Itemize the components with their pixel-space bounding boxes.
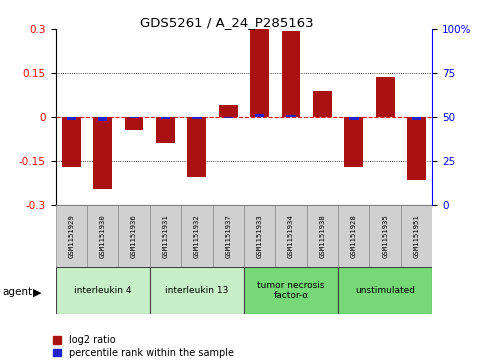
Bar [67, 117, 76, 119]
Text: GSM1151928: GSM1151928 [351, 214, 357, 258]
Bar [244, 267, 338, 314]
Bar [244, 205, 275, 267]
Bar [87, 205, 118, 267]
Bar [219, 105, 238, 117]
Bar [255, 114, 264, 117]
Bar [187, 117, 206, 177]
Legend: log2 ratio, percentile rank within the sample: log2 ratio, percentile rank within the s… [53, 335, 234, 358]
Text: GSM1151930: GSM1151930 [99, 214, 106, 258]
Bar [349, 117, 358, 119]
Bar [282, 30, 300, 117]
Text: GSM1151932: GSM1151932 [194, 214, 200, 258]
Bar [338, 267, 432, 314]
Bar [376, 77, 395, 117]
Bar [98, 117, 107, 121]
Text: GSM1151951: GSM1151951 [413, 214, 420, 258]
Bar [93, 117, 112, 189]
Bar [401, 205, 432, 267]
Bar [181, 205, 213, 267]
Text: GDS5261 / A_24_P285163: GDS5261 / A_24_P285163 [140, 16, 314, 29]
Bar [118, 205, 150, 267]
Bar [56, 205, 87, 267]
Bar [344, 117, 363, 167]
Text: GSM1151933: GSM1151933 [256, 214, 263, 258]
Text: ▶: ▶ [33, 287, 42, 297]
Bar [161, 117, 170, 119]
Text: agent: agent [2, 287, 32, 297]
Text: GSM1151929: GSM1151929 [68, 214, 74, 258]
Text: GSM1151931: GSM1151931 [162, 214, 169, 258]
Bar [56, 267, 150, 314]
Text: interleukin 4: interleukin 4 [74, 286, 131, 295]
Bar [407, 117, 426, 180]
Bar [213, 205, 244, 267]
Bar [250, 29, 269, 117]
Bar [275, 205, 307, 267]
Text: GSM1151935: GSM1151935 [382, 214, 388, 258]
Bar [129, 117, 139, 118]
Bar [369, 205, 401, 267]
Text: GSM1151938: GSM1151938 [319, 214, 326, 258]
Text: unstimulated: unstimulated [355, 286, 415, 295]
Bar [338, 205, 369, 267]
Text: interleukin 13: interleukin 13 [165, 286, 228, 295]
Text: GSM1151936: GSM1151936 [131, 214, 137, 258]
Bar [313, 91, 332, 117]
Bar [125, 117, 143, 130]
Text: GSM1151937: GSM1151937 [225, 214, 231, 258]
Text: tumor necrosis
factor-α: tumor necrosis factor-α [257, 281, 325, 300]
Bar [307, 205, 338, 267]
Bar [224, 117, 233, 118]
Bar [62, 117, 81, 167]
Bar [150, 267, 244, 314]
Bar [156, 117, 175, 143]
Bar [286, 115, 296, 117]
Bar [412, 117, 421, 119]
Text: GSM1151934: GSM1151934 [288, 214, 294, 258]
Bar [192, 117, 201, 119]
Bar [150, 205, 181, 267]
